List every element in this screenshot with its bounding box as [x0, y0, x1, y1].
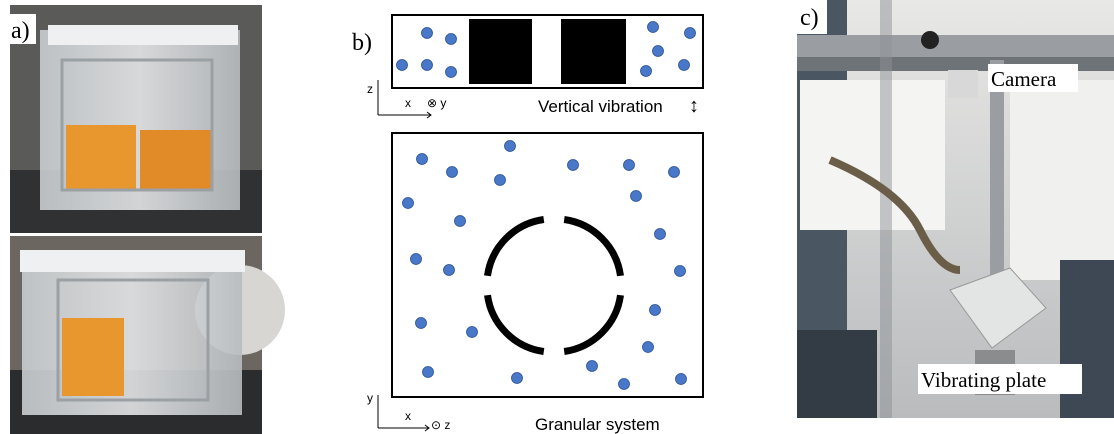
particle — [630, 190, 642, 202]
particle — [466, 326, 478, 338]
photo-a-bottom — [10, 236, 285, 434]
particle — [652, 45, 664, 57]
particle — [416, 153, 428, 165]
particle — [675, 373, 687, 385]
particle — [494, 174, 506, 186]
caption: Vertical vibration — [538, 97, 663, 116]
particle — [445, 66, 457, 78]
panel-label: c) — [800, 5, 819, 31]
particle — [586, 360, 598, 372]
bottom-view — [391, 132, 704, 398]
panel-label: a) — [11, 18, 30, 44]
axis-label: z — [367, 82, 373, 96]
annotation: Vibrating plate — [921, 368, 1046, 392]
axis-label: y — [367, 391, 373, 405]
axis-label: x — [405, 409, 411, 423]
label-bg — [10, 14, 36, 44]
particle — [410, 253, 422, 265]
particle — [640, 65, 652, 77]
particle — [421, 59, 433, 71]
particle — [445, 33, 457, 45]
caption: Granular system — [535, 415, 660, 434]
particle — [647, 21, 659, 33]
panel-label: b) — [352, 30, 372, 56]
particle — [668, 166, 680, 178]
particle — [415, 317, 427, 329]
annotation: Camera — [991, 67, 1057, 91]
particle — [422, 366, 434, 378]
particle — [618, 378, 630, 390]
axes-bottom — [377, 395, 430, 432]
particle — [674, 265, 686, 277]
label-bg — [988, 64, 1078, 92]
particle — [402, 197, 414, 209]
top-view — [391, 14, 704, 89]
particle — [454, 215, 466, 227]
particle — [446, 166, 458, 178]
particle — [511, 372, 523, 384]
photo-a-top — [10, 5, 262, 233]
particle — [443, 264, 455, 276]
label-bg — [797, 0, 827, 34]
photo-c — [797, 0, 1114, 418]
particle — [567, 159, 579, 171]
label-bg — [918, 364, 1082, 394]
particle — [678, 59, 690, 71]
particle — [654, 228, 666, 240]
particle — [649, 304, 661, 316]
particle — [421, 27, 433, 39]
axis-label: x — [405, 96, 411, 110]
axis-label: ⊙ z — [431, 418, 450, 432]
particle — [642, 341, 654, 353]
particle — [684, 27, 696, 39]
axes-top — [377, 80, 432, 119]
particle — [396, 59, 408, 71]
axis-label: ⊗ y — [427, 96, 446, 110]
arrow: ↕ — [689, 95, 699, 117]
particle — [504, 140, 516, 152]
particle — [623, 159, 635, 171]
